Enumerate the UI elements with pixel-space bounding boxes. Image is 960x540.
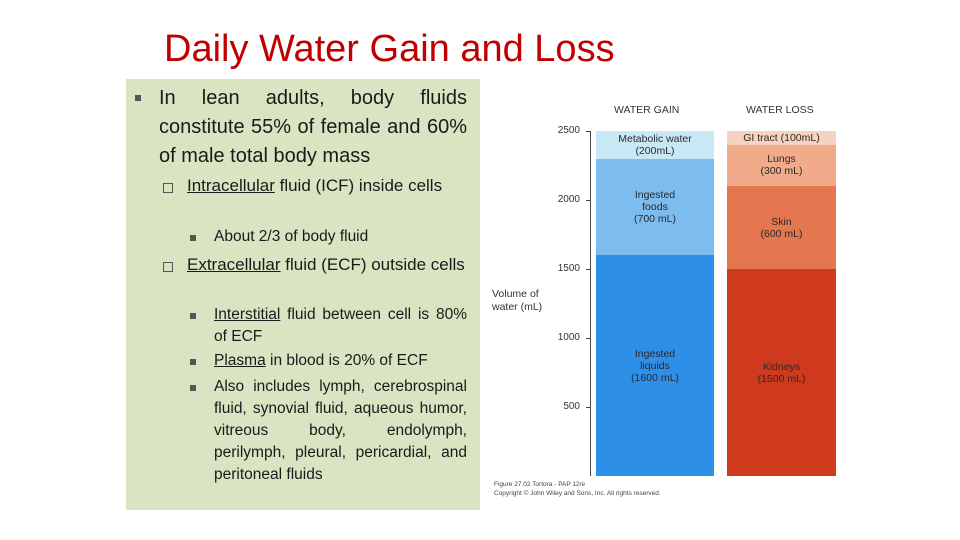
loss-segment-label: Lungs (300 mL) bbox=[760, 153, 802, 177]
bullet-square bbox=[190, 385, 196, 391]
gain-segment-label-line: Metabolic water bbox=[618, 132, 692, 145]
gain-segment-label: Ingested foods (700 mL) bbox=[634, 189, 676, 225]
caption-line2: Copyright © John Wiley and Sons, Inc. Al… bbox=[494, 490, 661, 497]
y-tick-mark bbox=[586, 338, 591, 339]
bullet-body-fluids: In lean adults, body fluids constitute 5… bbox=[159, 87, 467, 167]
loss-segment-label-line: GI tract (100mL) bbox=[743, 131, 820, 144]
interstitial-term: Interstitial bbox=[214, 306, 281, 323]
icf-term: Intracellular bbox=[187, 176, 275, 195]
gain-segment-label-line: (700 mL) bbox=[633, 212, 676, 225]
loss-segment-label-line: (600 mL) bbox=[760, 227, 803, 240]
ecf-text: fluid (ECF) outside cells bbox=[280, 255, 465, 274]
y-tick-label: 1500 bbox=[557, 263, 580, 274]
loss-segment-0: Kidneys (1500 mL) bbox=[727, 269, 836, 476]
gain-segment-label-line: foods bbox=[642, 200, 668, 213]
y-tick-mark bbox=[586, 269, 591, 270]
loss-segment-3: GI tract (100mL) bbox=[727, 131, 836, 145]
y-axis-line bbox=[590, 131, 591, 476]
gain-segment-label: Metabolic water (200mL) bbox=[618, 133, 692, 157]
column-header-gain: WATER GAIN bbox=[614, 104, 680, 116]
loss-segment-1: Skin (600 mL) bbox=[727, 186, 836, 269]
bullet-square bbox=[190, 235, 196, 241]
loss-segment-label-line: (300 mL) bbox=[760, 165, 803, 178]
interstitial-text: fluid between cell is 80% of ECF bbox=[214, 306, 467, 345]
loss-segment-label-line: Kidneys bbox=[762, 360, 801, 373]
bullet-square bbox=[190, 359, 196, 365]
y-tick-mark bbox=[586, 131, 591, 132]
y-tick-mark bbox=[586, 200, 591, 201]
y-tick-label: 2500 bbox=[557, 125, 580, 136]
gain-segment-label: Ingested liquids (1600 mL) bbox=[631, 348, 679, 384]
loss-segment-label-line: Skin bbox=[771, 215, 792, 228]
gain-segment-0: Ingested liquids (1600 mL) bbox=[596, 255, 714, 476]
bullet-icf-sub: About 2/3 of body fluid bbox=[214, 228, 369, 245]
bullet-plasma: Plasma in blood is 20% of ECF bbox=[214, 350, 467, 372]
y-tick-label: 1000 bbox=[557, 332, 580, 343]
y-axis-label-line1: Volume of bbox=[492, 288, 539, 300]
bullet-hollow-square bbox=[163, 183, 173, 193]
icf-text: fluid (ICF) inside cells bbox=[274, 176, 443, 195]
bullet-hollow-square bbox=[163, 262, 173, 272]
y-axis-label-line2: water (mL) bbox=[492, 301, 543, 313]
y-tick-label: 2000 bbox=[557, 194, 580, 205]
figure-caption: Figure 27.02 Tortora - PAP 12/e Copyrigh… bbox=[494, 480, 661, 498]
slide-title: Daily Water Gain and Loss bbox=[164, 28, 615, 70]
gain-segment-label-line: Ingested bbox=[634, 188, 676, 201]
plasma-term: Plasma bbox=[214, 352, 266, 369]
loss-segment-label-line: (1500 mL) bbox=[757, 372, 806, 385]
water-chart-figure: WATER GAIN WATER LOSS Volume of water (m… bbox=[488, 94, 836, 504]
loss-segment-2: Lungs (300 mL) bbox=[727, 144, 836, 187]
y-axis-label: Volume of water (mL) bbox=[492, 288, 542, 314]
y-tick-mark bbox=[586, 407, 591, 408]
gain-segment-label-line: liquids bbox=[640, 359, 670, 372]
bullet-interstitial: Interstitial fluid between cell is 80% o… bbox=[214, 304, 467, 348]
gain-segment-label-line: Ingested bbox=[634, 347, 676, 360]
column-header-loss: WATER LOSS bbox=[746, 104, 814, 116]
bullet-icf: Intracellular fluid (ICF) inside cells bbox=[187, 174, 467, 198]
loss-segment-label: Kidneys (1500 mL) bbox=[758, 361, 806, 385]
caption-line1: Figure 27.02 Tortora - PAP 12/e bbox=[494, 481, 586, 488]
gain-segment-label-line: (200mL) bbox=[635, 144, 675, 157]
plasma-text: in blood is 20% of ECF bbox=[265, 352, 428, 369]
gain-segment-1: Ingested foods (700 mL) bbox=[596, 158, 714, 256]
loss-segment-label: Skin (600 mL) bbox=[760, 216, 802, 240]
bullet-square bbox=[190, 313, 196, 319]
y-tick-label: 500 bbox=[563, 401, 580, 412]
loss-segment-label-line: Lungs bbox=[767, 153, 796, 166]
gain-segment-label-line: (1600 mL) bbox=[631, 371, 679, 384]
loss-segment-label: GI tract (100mL) bbox=[743, 132, 819, 144]
bullet-square bbox=[135, 95, 141, 101]
text-panel bbox=[126, 79, 480, 510]
gain-segment-2: Metabolic water (200mL) bbox=[596, 131, 714, 159]
bullet-also-includes: Also includes lymph, cerebrospinal fluid… bbox=[214, 378, 467, 483]
ecf-term: Extracellular bbox=[187, 255, 281, 274]
bullet-ecf: Extracellular fluid (ECF) outside cells bbox=[187, 253, 467, 277]
